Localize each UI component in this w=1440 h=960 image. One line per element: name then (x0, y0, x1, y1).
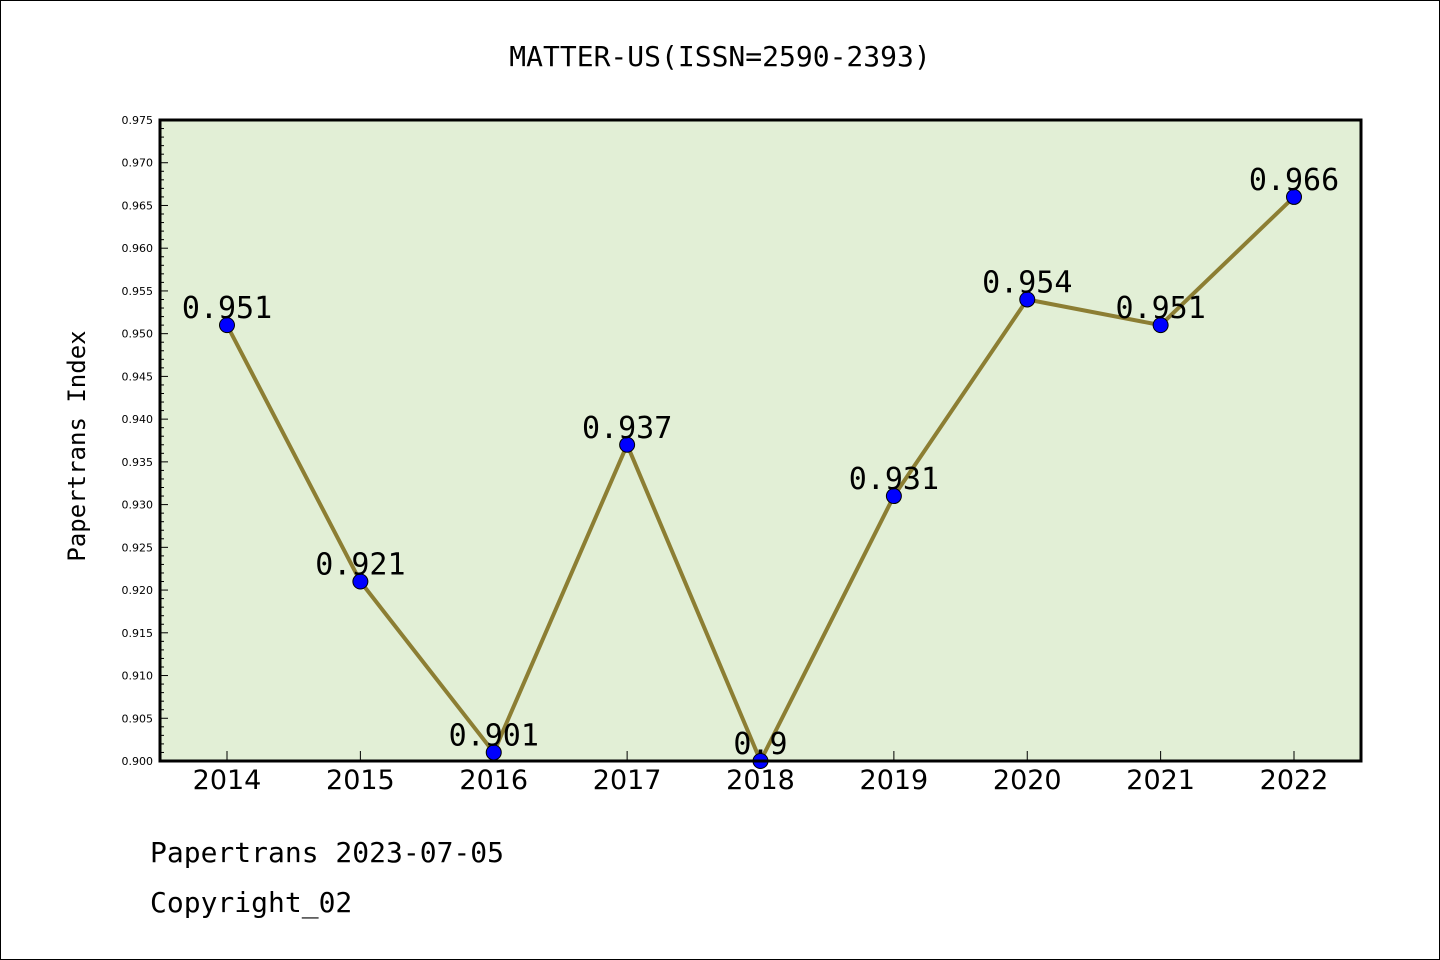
x-tick-label: 2017 (593, 765, 662, 796)
data-label: 0.901 (449, 718, 539, 753)
data-point (1152, 317, 1169, 334)
data-label: 0.954 (982, 265, 1072, 300)
plot-area (160, 120, 1361, 761)
x-axis: 2014 2015 2016 2017 2018 2019 2020 2021 2022 (193, 751, 1329, 796)
y-tick-label: 0.905 (122, 712, 154, 725)
footer-copyright-text: Copyright_02 (150, 886, 353, 919)
data-label: 0.937 (582, 411, 672, 446)
y-tick-label: 0.935 (122, 456, 154, 469)
y-tick-label: 0.930 (122, 499, 154, 512)
chart-title: MATTER-US(ISSN=2590-2393) (509, 40, 930, 73)
data-label: 0.9 (733, 727, 787, 762)
x-tick-label: 2020 (993, 765, 1062, 796)
y-tick-label: 0.925 (122, 541, 154, 554)
y-tick-label: 0.900 (122, 755, 154, 768)
data-label: 0.931 (849, 462, 939, 497)
y-axis-label: Papertrans Index (63, 330, 91, 561)
y-tick-label: 0.960 (122, 242, 154, 255)
data-point (219, 317, 235, 334)
y-tick-label: 0.910 (122, 670, 154, 683)
footer-date-text: Papertrans 2023-07-05 (150, 836, 505, 869)
data-label: 0.921 (315, 548, 405, 583)
x-tick-label: 2018 (726, 765, 795, 796)
y-tick-label: 0.955 (122, 285, 154, 298)
y-tick-label: 0.915 (122, 627, 154, 640)
y-tick-label: 0.975 (122, 114, 154, 127)
data-point (1286, 188, 1302, 205)
y-axis: 0.900 0.905 0.910 0.915 0.920 0.925 0.930 0.935… (122, 114, 168, 768)
data-label: 0.951 (182, 291, 272, 326)
y-tick-label: 0.965 (122, 199, 154, 212)
x-tick-label: 2019 (860, 765, 929, 796)
y-tick-label: 0.970 (122, 157, 154, 170)
data-label: 0.966 (1249, 163, 1339, 198)
x-tick-label: 2014 (193, 765, 262, 796)
x-tick-label: 2022 (1260, 765, 1329, 796)
plot-border (158, 118, 1363, 763)
data-point (1019, 291, 1036, 308)
x-tick-label: 2016 (459, 765, 528, 796)
data-point (885, 488, 902, 505)
x-tick-label: 2015 (326, 765, 395, 796)
data-label: 0.951 (1115, 291, 1205, 326)
y-tick-label: 0.950 (122, 328, 154, 341)
y-tick-label: 0.945 (122, 370, 154, 383)
data-point (619, 436, 636, 453)
y-tick-label: 0.940 (122, 413, 154, 426)
x-tick-label: 2021 (1126, 765, 1195, 796)
data-point (352, 573, 369, 590)
y-tick-label: 0.920 (122, 584, 154, 597)
